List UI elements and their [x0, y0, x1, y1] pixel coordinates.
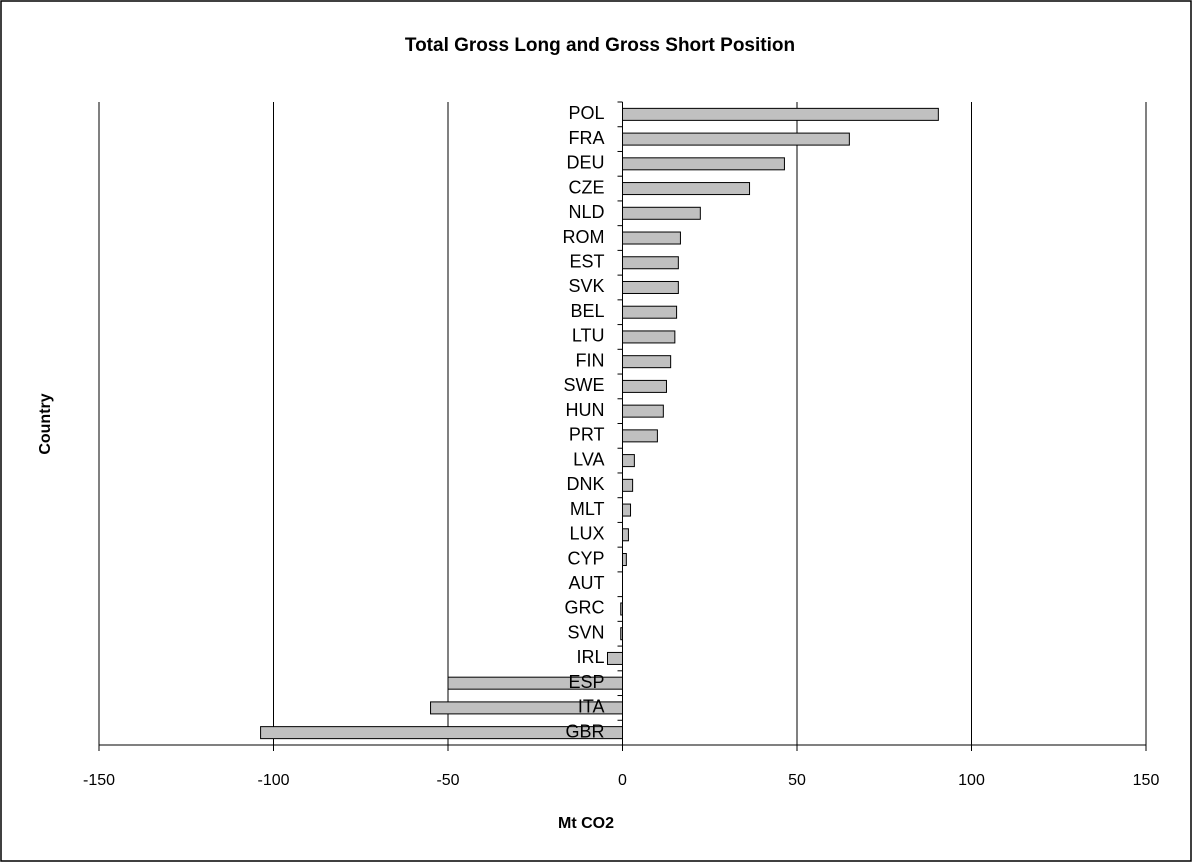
bar [622, 429, 658, 443]
y-tick-label: CYP [567, 548, 604, 568]
bar [622, 379, 667, 393]
y-tick-label: ESP [568, 672, 604, 692]
x-tick-label: -100 [257, 772, 289, 789]
bar [606, 651, 623, 665]
y-tick-label: SWE [563, 375, 604, 395]
y-tick-label: POL [568, 103, 604, 123]
y-tick-label: GBR [565, 721, 604, 741]
y-tick-label: EST [569, 252, 604, 272]
y-tick-label: SVN [567, 622, 604, 642]
bar [622, 231, 681, 245]
y-tick-label: SVK [568, 276, 604, 296]
y-tick-label: MLT [570, 499, 605, 519]
x-axis-title: Mt CO2 [558, 815, 614, 832]
bar [622, 182, 751, 196]
y-tick-label: CZE [569, 177, 605, 197]
bar [622, 528, 629, 542]
bar [622, 454, 635, 468]
chart-title: Total Gross Long and Gross Short Positio… [405, 35, 795, 56]
y-tick-label: LVA [573, 449, 604, 469]
y-tick-label: LTU [572, 326, 605, 346]
bar [622, 157, 785, 171]
bar [622, 206, 701, 220]
y-tick-label: NLD [568, 202, 604, 222]
bar [622, 330, 676, 344]
bar [622, 404, 664, 418]
y-tick-label: AUT [569, 573, 605, 593]
bar [622, 553, 627, 567]
y-tick-label: PRT [569, 425, 605, 445]
bar [622, 280, 679, 294]
y-tick-label: DNK [566, 474, 604, 494]
bar [622, 256, 679, 270]
y-tick-label: HUN [566, 400, 605, 420]
y-tick-label: GRC [565, 598, 605, 618]
x-tick-label: -150 [83, 772, 115, 789]
x-tick-label: 0 [618, 772, 627, 789]
bar [622, 132, 850, 146]
x-tick-label: 150 [1133, 772, 1160, 789]
y-tick-label: ROM [563, 227, 605, 247]
y-tick-label: FRA [569, 128, 605, 148]
x-tick-label: -50 [436, 772, 459, 789]
x-tick-label: 100 [958, 772, 985, 789]
y-tick-label: ITA [578, 697, 605, 717]
bar [622, 478, 634, 492]
y-tick-label: FIN [576, 350, 605, 370]
x-tick-label: 50 [788, 772, 806, 789]
bar [622, 107, 939, 121]
y-axis-title: Country [37, 393, 54, 454]
y-tick-label: IRL [576, 647, 604, 667]
y-tick-label: BEL [570, 301, 604, 321]
bar [622, 305, 678, 319]
bar [622, 355, 672, 369]
y-tick-label: DEU [566, 153, 604, 173]
y-tick-label: LUX [569, 524, 604, 544]
bar [622, 503, 632, 517]
